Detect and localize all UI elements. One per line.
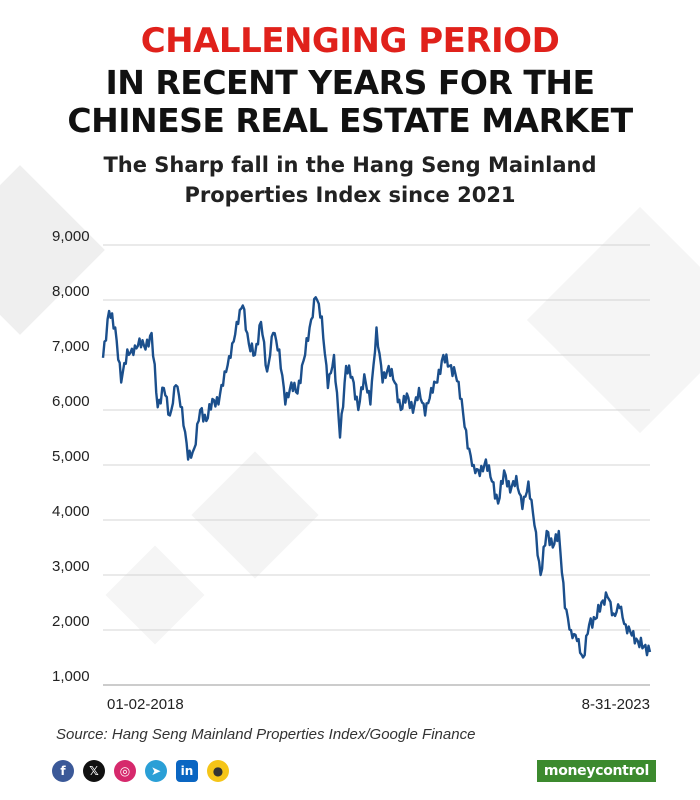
brand-logo: moneycontrol bbox=[536, 760, 656, 782]
linkedin-icon[interactable]: in bbox=[176, 760, 198, 782]
y-tick-label: 3,000 bbox=[52, 558, 90, 575]
y-tick-label: 2,000 bbox=[52, 613, 90, 630]
chart-grid bbox=[103, 244, 650, 686]
y-tick-label: 9,000 bbox=[52, 228, 90, 245]
line-chart: 9,000 8,000 7,000 6,000 5,000 4,000 3,000 2,000… bbox=[52, 228, 652, 713]
headline-line-1: CHALLENGING PERIOD bbox=[140, 21, 560, 61]
y-tick-label: 5,000 bbox=[52, 448, 90, 465]
y-tick-label: 8,000 bbox=[52, 283, 90, 300]
source-note: Source: Hang Seng Mainland Properties In… bbox=[56, 726, 476, 743]
subtitle-line-1: The Sharp fall in the Hang Seng Mainland bbox=[103, 153, 597, 177]
y-tick-label: 4,000 bbox=[52, 503, 90, 520]
x-tick-label-start: 01-02-2018 bbox=[107, 696, 184, 713]
subtitle-line-2: Properties Index since 2021 bbox=[184, 183, 516, 207]
telegram-icon[interactable]: ➤ bbox=[145, 760, 167, 782]
instagram-icon[interactable]: ◎ bbox=[114, 760, 136, 782]
y-axis-ticks: 9,000 8,000 7,000 6,000 5,000 4,000 3,000 2,000… bbox=[52, 228, 90, 685]
x-icon[interactable]: 𝕏 bbox=[83, 760, 105, 782]
headline-line-2: IN RECENT YEARS FOR THE bbox=[105, 63, 595, 102]
headline-line-3: CHINESE REAL ESTATE MARKET bbox=[67, 101, 633, 140]
y-tick-label: 7,000 bbox=[52, 338, 90, 355]
x-tick-label-end: 8-31-2023 bbox=[582, 696, 650, 713]
social-icons: f 𝕏 ◎ ➤ in ● bbox=[52, 760, 229, 782]
koo-icon[interactable]: ● bbox=[207, 760, 229, 782]
y-tick-label: 1,000 bbox=[52, 668, 90, 685]
y-tick-label: 6,000 bbox=[52, 393, 90, 410]
series-line bbox=[101, 296, 652, 659]
facebook-icon[interactable]: f bbox=[52, 760, 74, 782]
